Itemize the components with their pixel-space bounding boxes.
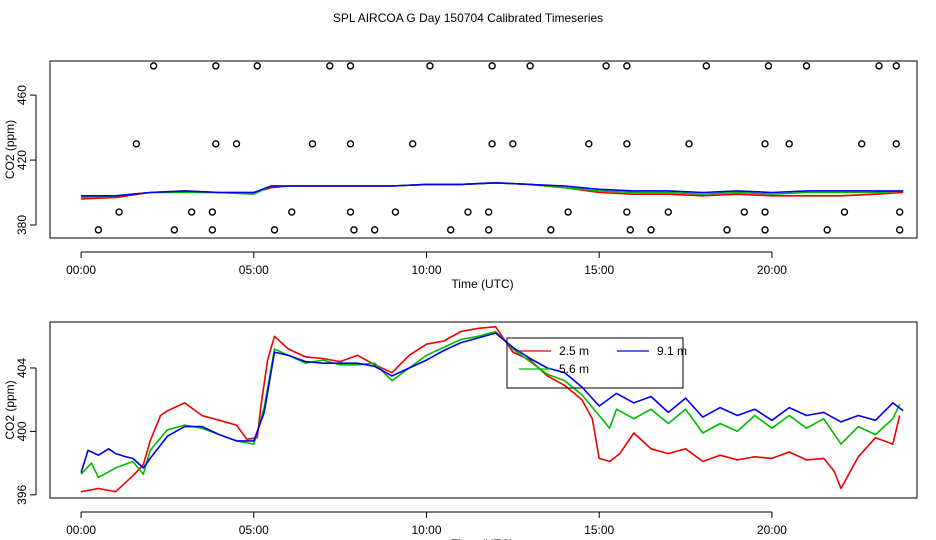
data-point-marker [802,62,811,70]
x-tick-label: 10:00 [411,263,441,277]
legend-label: 9.1 m [657,344,687,358]
data-point-marker [761,226,769,234]
data-point-marker [858,140,866,148]
data-point-marker [896,208,904,216]
data-point-marker [326,62,334,70]
data-point-marker [253,62,261,70]
data-point-marker [685,140,693,148]
plot-frame [49,60,918,239]
data-point-marker [488,62,496,70]
data-point-marker [892,140,900,148]
data-point-marker [115,208,123,216]
data-point-marker [823,226,831,234]
x-tick-label: 05:00 [239,523,269,537]
data-point-marker [761,140,769,148]
x-axis-label: Time (UTC) [451,537,513,540]
data-point-marker [896,226,904,234]
legend-label: 5.6 m [559,362,589,376]
y-tick-label: 460 [15,85,29,105]
data-point-marker [288,208,296,216]
series-line-5-6-m [80,330,901,479]
series-line-2-5-m [80,325,901,493]
x-tick-label: 05:00 [239,263,269,277]
data-point-marker [170,226,179,234]
legend-frame [506,337,684,389]
x-tick-label: 00:00 [66,263,96,277]
data-point-marker [702,62,710,70]
y-axis-label: CO2 (ppm) [3,380,17,439]
x-tick-label: 00:00 [66,523,96,537]
data-point-marker [623,208,631,216]
series-line-9-1-m [81,182,904,197]
data-point-marker [212,140,220,148]
data-point-marker [346,208,355,216]
x-tick-label: 20:00 [757,263,787,277]
data-point-marker [370,226,379,234]
y-tick-label: 400 [15,421,29,441]
data-point-marker [509,140,517,148]
data-point-marker [208,226,217,234]
data-point-marker [270,226,279,234]
y-tick-label: 380 [15,215,29,235]
data-point-marker [723,226,731,234]
plot-frame [49,321,918,499]
data-point-marker [547,226,555,234]
chart-title: SPL AIRCOA G Day 150704 Calibrated Times… [333,11,603,25]
data-point-marker [626,226,635,234]
y-tick-label: 404 [15,358,29,378]
data-point-marker [785,140,793,148]
legend-label: 2.5 m [559,344,589,358]
data-point-marker [623,140,631,148]
data-point-marker [526,62,534,70]
data-point-marker [346,140,355,148]
data-point-marker [840,208,849,216]
data-point-marker [892,62,900,70]
series-line-9-1-m [80,332,904,473]
data-point-marker [647,226,655,234]
data-point-marker [232,140,241,148]
data-point-marker [484,226,493,234]
data-point-marker [761,208,769,216]
data-point-marker [94,226,103,234]
data-point-marker [308,140,317,148]
series-line-2-5-m [81,182,904,200]
data-point-marker [149,62,158,70]
data-point-marker [212,62,220,70]
top-panel: 00:00 05:00 10:00 15:00 20:00 Time (UTC) 380 42… [3,60,918,291]
data-point-marker [585,140,593,148]
data-point-marker [764,62,773,70]
data-point-marker [208,208,217,216]
data-point-marker [446,226,455,234]
data-point-marker [488,140,496,148]
x-tick-label: 15:00 [584,263,614,277]
data-point-marker [391,208,400,216]
data-point-marker [464,208,472,216]
data-point-marker [187,208,196,216]
data-point-marker [426,62,434,70]
data-point-marker [602,62,610,70]
legend: 2.5 m 9.1 m 5.6 m [506,337,687,389]
x-axis-label: Time (UTC) [451,277,513,291]
data-point-marker [346,62,355,70]
data-point-marker [623,62,631,70]
y-tick-label: 396 [15,484,29,504]
data-point-marker [564,208,572,216]
data-point-marker [740,208,748,216]
y-tick-label: 420 [15,150,29,170]
data-point-marker [484,208,493,216]
data-point-marker [875,62,883,70]
data-point-marker [408,140,417,148]
bottom-panel: 00:00 05:00 10:00 15:00 20:00 Time (UTC) 396 40… [3,321,918,540]
x-tick-label: 20:00 [757,523,787,537]
data-point-marker [664,208,672,216]
data-point-marker [350,226,358,234]
y-axis-label: CO2 (ppm) [3,120,17,179]
x-tick-label: 15:00 [584,523,614,537]
x-tick-label: 10:00 [411,523,441,537]
data-point-marker [132,140,141,148]
